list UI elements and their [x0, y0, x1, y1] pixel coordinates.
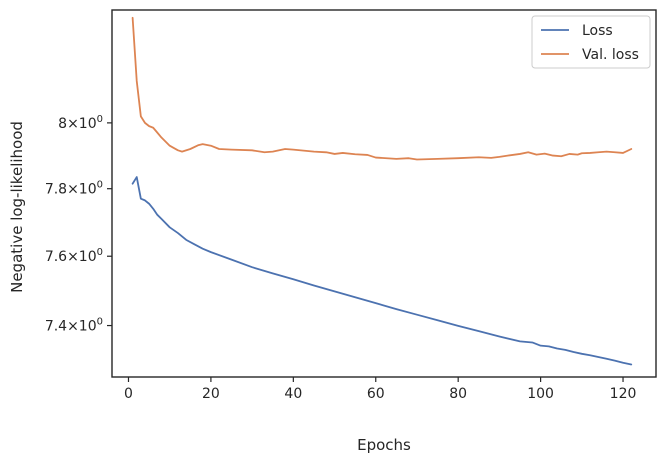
x-axis-label: Epochs	[357, 436, 411, 454]
series-layer	[131, 16, 633, 366]
series-line-loss	[131, 176, 633, 366]
x-tick-label: 0	[124, 386, 133, 402]
x-ticks: 0 20 40 60 80 100 120	[124, 377, 636, 402]
y-tick-label: 7.6×100	[45, 247, 103, 265]
legend: Loss Val. loss	[531, 15, 651, 69]
plot-area	[112, 10, 656, 377]
x-tick-label: 120	[610, 386, 637, 402]
legend-label-loss: Loss	[582, 23, 613, 39]
x-tick-label: 100	[527, 386, 554, 402]
y-tick-label: 7.4×100	[45, 317, 103, 335]
legend-label-val-loss: Val. loss	[582, 47, 639, 63]
y-ticks: 7.4×100 7.6×100 7.8×100 8×100	[45, 114, 112, 335]
series-line-val-loss	[131, 16, 633, 161]
x-tick-label: 40	[284, 386, 302, 402]
x-tick-label: 20	[202, 386, 220, 402]
legend-box	[531, 15, 651, 69]
plot-frame	[111, 9, 657, 378]
y-tick-label: 7.8×100	[45, 180, 103, 198]
y-axis-label: Negative log-likelihood	[8, 121, 26, 293]
x-tick-label: 80	[449, 386, 467, 402]
x-tick-label: 60	[367, 386, 385, 402]
y-tick-label: 8×100	[58, 114, 103, 132]
